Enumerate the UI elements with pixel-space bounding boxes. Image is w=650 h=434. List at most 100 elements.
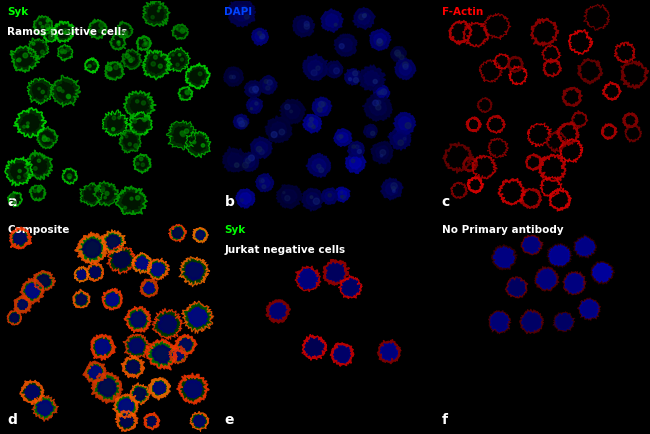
Polygon shape — [540, 155, 565, 181]
Circle shape — [64, 32, 66, 34]
Polygon shape — [172, 349, 184, 361]
Polygon shape — [90, 266, 100, 278]
Circle shape — [266, 86, 270, 90]
Polygon shape — [353, 7, 375, 30]
Circle shape — [240, 199, 243, 202]
Circle shape — [128, 142, 131, 146]
Polygon shape — [363, 70, 380, 86]
Polygon shape — [338, 190, 347, 199]
Polygon shape — [227, 0, 255, 27]
Text: e: e — [224, 413, 234, 427]
Polygon shape — [52, 21, 74, 43]
Circle shape — [232, 76, 235, 79]
Polygon shape — [325, 191, 335, 201]
Polygon shape — [297, 20, 310, 33]
Polygon shape — [521, 189, 541, 207]
Circle shape — [379, 90, 384, 95]
Polygon shape — [88, 19, 107, 39]
Text: d: d — [7, 413, 17, 427]
Circle shape — [118, 116, 120, 119]
Circle shape — [34, 167, 37, 170]
Polygon shape — [369, 99, 387, 116]
Polygon shape — [25, 283, 40, 299]
Circle shape — [354, 78, 359, 83]
Circle shape — [114, 65, 118, 69]
Polygon shape — [369, 29, 391, 50]
Polygon shape — [103, 289, 122, 309]
Polygon shape — [227, 71, 240, 82]
Polygon shape — [227, 152, 242, 167]
Polygon shape — [129, 312, 146, 328]
Circle shape — [144, 41, 149, 46]
Circle shape — [42, 137, 47, 141]
Polygon shape — [122, 356, 144, 377]
Polygon shape — [102, 231, 125, 253]
Polygon shape — [180, 258, 208, 286]
Circle shape — [255, 91, 257, 93]
Polygon shape — [625, 126, 641, 141]
Circle shape — [23, 53, 28, 58]
Circle shape — [42, 135, 46, 138]
Polygon shape — [98, 378, 116, 397]
Circle shape — [377, 39, 382, 43]
Polygon shape — [255, 174, 274, 192]
Text: a: a — [7, 194, 16, 208]
Circle shape — [380, 155, 383, 157]
Circle shape — [93, 62, 96, 65]
Polygon shape — [57, 44, 73, 61]
Polygon shape — [107, 115, 124, 131]
Polygon shape — [21, 279, 43, 302]
Polygon shape — [20, 114, 40, 132]
Circle shape — [37, 159, 40, 162]
Polygon shape — [21, 381, 44, 403]
Polygon shape — [179, 339, 192, 351]
Polygon shape — [131, 384, 150, 404]
Polygon shape — [185, 262, 203, 281]
Polygon shape — [173, 126, 190, 144]
Circle shape — [142, 118, 146, 122]
Polygon shape — [393, 132, 406, 145]
Polygon shape — [237, 117, 246, 126]
Circle shape — [309, 117, 313, 122]
Circle shape — [267, 80, 272, 85]
Circle shape — [129, 59, 133, 62]
Polygon shape — [130, 96, 149, 114]
Polygon shape — [125, 53, 138, 66]
Polygon shape — [312, 97, 332, 116]
Circle shape — [24, 173, 28, 177]
Polygon shape — [333, 129, 352, 147]
Polygon shape — [255, 141, 268, 155]
Polygon shape — [124, 335, 149, 358]
Circle shape — [40, 50, 44, 54]
Circle shape — [177, 26, 182, 31]
Polygon shape — [175, 27, 185, 36]
Polygon shape — [188, 307, 207, 327]
Circle shape — [180, 29, 185, 33]
Polygon shape — [30, 157, 47, 174]
Polygon shape — [357, 12, 370, 25]
Circle shape — [181, 27, 186, 32]
Circle shape — [311, 70, 317, 76]
Polygon shape — [116, 186, 147, 216]
Polygon shape — [118, 398, 134, 414]
Circle shape — [239, 121, 244, 127]
Polygon shape — [148, 56, 165, 74]
Polygon shape — [147, 416, 157, 427]
Polygon shape — [84, 362, 105, 382]
Polygon shape — [105, 62, 124, 80]
Polygon shape — [133, 387, 146, 401]
Polygon shape — [170, 346, 187, 363]
Circle shape — [256, 147, 262, 152]
Polygon shape — [224, 67, 244, 86]
Polygon shape — [148, 259, 168, 279]
Polygon shape — [50, 76, 80, 107]
Polygon shape — [493, 246, 515, 268]
Circle shape — [158, 64, 162, 68]
Polygon shape — [38, 275, 51, 288]
Circle shape — [157, 10, 159, 12]
Circle shape — [376, 100, 381, 105]
Circle shape — [39, 188, 41, 190]
Polygon shape — [367, 127, 374, 135]
Circle shape — [240, 120, 247, 127]
Circle shape — [246, 158, 251, 163]
